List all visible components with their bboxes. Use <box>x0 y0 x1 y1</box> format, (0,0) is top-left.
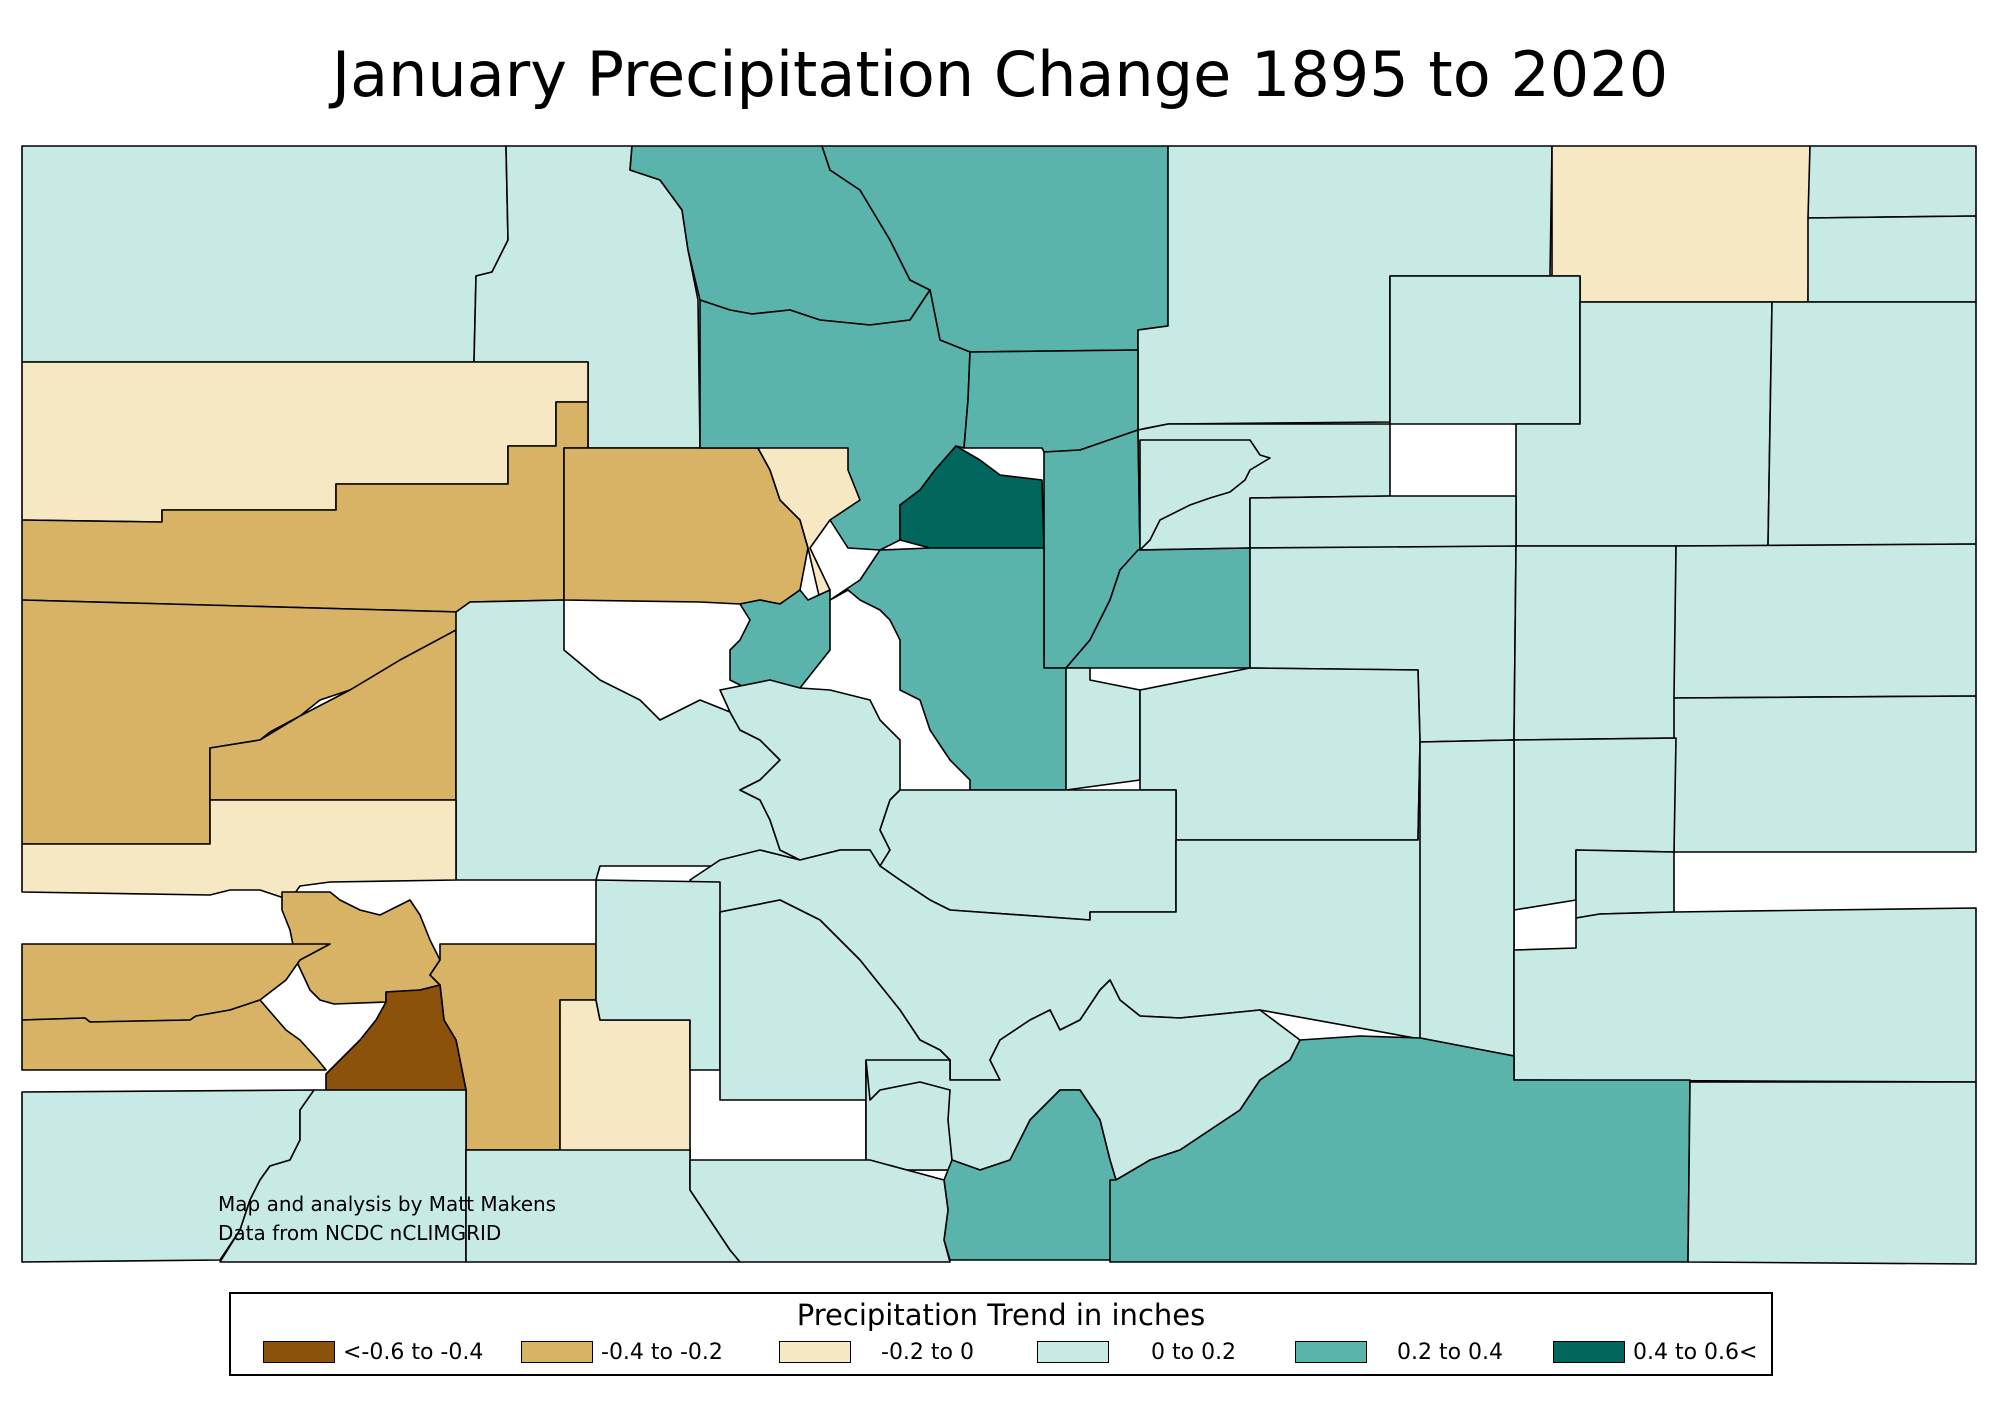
legend-label: 0.2 to 0.4 <box>1397 1339 1504 1365</box>
county-rio-grande-saguache-w <box>559 999 691 1161</box>
county-kiowa <box>1673 695 1977 853</box>
legend-label: <-0.6 to -0.4 <box>343 1339 484 1365</box>
county-boulder <box>963 349 1139 453</box>
county-baca <box>1687 1081 1977 1265</box>
county-kit-carson <box>1673 543 1977 699</box>
county-moffat <box>21 145 509 363</box>
county-sedgwick <box>1807 145 1977 219</box>
county-chaffee-park <box>829 547 1067 791</box>
county-montrose <box>21 799 457 901</box>
map-legend: Precipitation Trend in inches <-0.6 to -… <box>229 1292 1773 1376</box>
map-title: January Precipitation Change 1895 to 202… <box>331 38 1669 111</box>
legend-label: -0.2 to 0 <box>881 1339 974 1365</box>
county-el-paso <box>1139 667 1421 841</box>
county-otero-bent <box>1419 739 1515 1057</box>
county-teller <box>1065 667 1141 791</box>
legend-label: -0.4 to -0.2 <box>601 1339 723 1365</box>
county-lake <box>729 589 831 691</box>
county-arapahoe <box>1249 495 1517 549</box>
legend-item: -0.2 to 0 <box>779 1334 974 1370</box>
legend-items: <-0.6 to -0.4 -0.4 to -0.2 -0.2 to 0 0 t… <box>231 1334 1771 1370</box>
legend-item: 0.4 to 0.6< <box>1553 1334 1757 1370</box>
county-saguache <box>595 879 721 1071</box>
county-dolores <box>21 999 327 1071</box>
credit-source: Data from NCDC nCLIMGRID <box>218 1221 502 1245</box>
legend-item: -0.4 to -0.2 <box>521 1334 723 1370</box>
county-yuma <box>1767 301 1977 547</box>
county-logan <box>1551 145 1811 303</box>
county-gilpin-clear-creek <box>899 445 1045 549</box>
credit-author: Map and analysis by Matt Makens <box>218 1192 557 1216</box>
legend-title: Precipitation Trend in inches <box>796 1298 1206 1332</box>
county-huerfano-las-animas <box>1109 1035 1691 1263</box>
county-morgan <box>1389 275 1581 425</box>
legend-swatch <box>263 1341 335 1363</box>
legend-swatch <box>1295 1341 1367 1363</box>
legend-swatch <box>1553 1341 1625 1363</box>
legend-item: 0.2 to 0.4 <box>1295 1334 1503 1370</box>
legend-item: 0 to 0.2 <box>1037 1334 1236 1370</box>
county-phillips <box>1807 215 1977 303</box>
county-prowers-baca-north <box>1513 907 1977 1083</box>
county-rio-grande-south <box>689 1159 951 1263</box>
legend-label: 0.4 to 0.6< <box>1633 1339 1758 1365</box>
legend-swatch <box>1037 1341 1109 1363</box>
legend-swatch <box>779 1341 851 1363</box>
legend-item: <-0.6 to -0.4 <box>263 1334 483 1370</box>
county-lincoln <box>1513 545 1677 741</box>
county-bent <box>1575 849 1675 919</box>
legend-label: 0 to 0.2 <box>1151 1339 1237 1365</box>
map-credits: Map and analysis by Matt Makens Data fro… <box>218 1190 556 1248</box>
county-san-miguel <box>21 943 331 1023</box>
county-adams <box>1139 439 1271 551</box>
legend-swatch <box>521 1341 593 1363</box>
